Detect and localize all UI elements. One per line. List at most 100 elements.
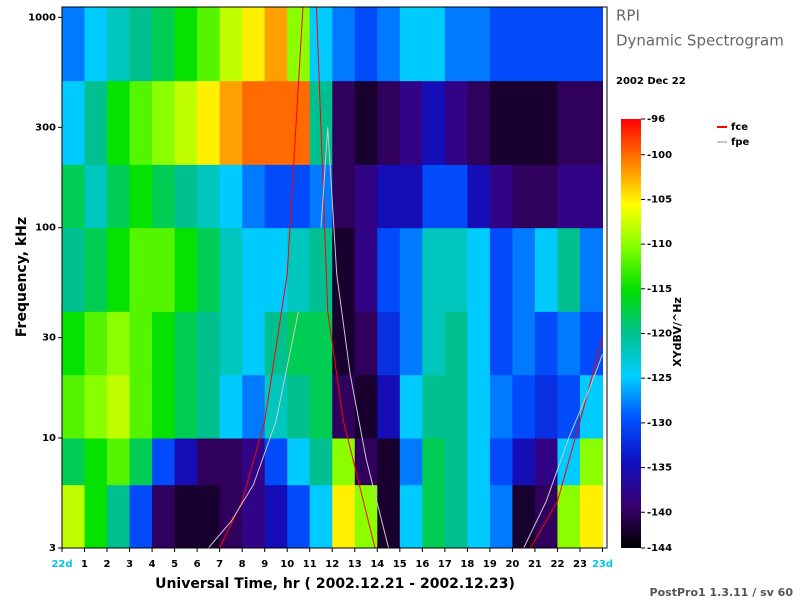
heatmap-cell (377, 484, 401, 548)
heatmap-cell (354, 484, 378, 548)
heatmap-cell (512, 484, 536, 548)
heatmap-cell (534, 164, 558, 229)
heatmap-cell (107, 164, 131, 229)
heatmap-cell (534, 7, 558, 82)
heatmap-cell (219, 374, 243, 439)
heatmap-cell (264, 374, 288, 439)
heatmap-cell (287, 374, 311, 439)
heatmap-cell (309, 374, 333, 439)
colorbar-tick-label: -105 (647, 194, 672, 205)
heatmap-cell (422, 484, 446, 548)
heatmap-cell (399, 438, 423, 486)
heatmap-cell (467, 374, 491, 439)
heatmap-cell (129, 7, 153, 82)
heatmap-cell (422, 7, 446, 82)
colorbar-tick-label: -140 (647, 507, 672, 518)
heatmap-cell (444, 438, 468, 486)
heatmap-cell (287, 80, 311, 165)
y-tick-label: 30 (42, 333, 56, 344)
heatmap-cell (579, 438, 603, 486)
heatmap-cell (399, 227, 423, 312)
heatmap-cell (444, 311, 468, 376)
heatmap-cell (332, 374, 356, 439)
heatmap-cell (152, 227, 176, 312)
x-tick-label: 23 (573, 559, 587, 570)
heatmap-cell (152, 311, 176, 376)
heatmap-cell (152, 7, 176, 82)
heatmap-cell (377, 227, 401, 312)
heatmap-cell (332, 80, 356, 165)
heatmap-cell (174, 227, 198, 312)
heatmap-cell (332, 438, 356, 486)
heatmap-cell (579, 374, 603, 439)
heatmap-cell (534, 374, 558, 439)
heatmap-cell (534, 227, 558, 312)
heatmap-cell (287, 7, 311, 82)
x-axis-label: Universal Time, hr ( 2002.12.21 - 2002.1… (155, 576, 515, 592)
heatmap-cell (107, 80, 131, 165)
x-tick-label: 8 (239, 559, 246, 570)
x-tick-label: 1 (81, 559, 88, 570)
heatmap-cell (107, 484, 131, 548)
heatmap-cell (557, 311, 581, 376)
heatmap-cell (264, 438, 288, 486)
y-axis-label: Frequency, kHz (14, 217, 30, 337)
colorbar-tick-label: -135 (647, 463, 672, 474)
heatmap-cell (84, 311, 108, 376)
heatmap-cell (107, 374, 131, 439)
x-tick-label: 10 (280, 559, 294, 570)
heatmap-cell (219, 227, 243, 312)
x-tick-label: 18 (460, 559, 474, 570)
heatmap-cell (219, 438, 243, 486)
heatmap-cell (422, 164, 446, 229)
heatmap-cell (129, 80, 153, 165)
heatmap-cell (309, 227, 333, 312)
heatmap-cell (309, 484, 333, 548)
heatmap-cell (579, 80, 603, 165)
series-line (208, 127, 603, 548)
heatmap-cell (84, 374, 108, 439)
heatmap-cell (197, 484, 221, 548)
heatmap-cell (467, 80, 491, 165)
heatmap-cell (377, 438, 401, 486)
heatmap-cell (84, 80, 108, 165)
heatmap-cell (512, 311, 536, 376)
x-tick-label: 12 (325, 559, 339, 570)
subtitle: Dynamic Spectrogram (616, 32, 784, 50)
heatmap-cell (219, 484, 243, 548)
heatmap-cell (107, 438, 131, 486)
heatmap-cell (512, 438, 536, 486)
heatmap-cell (512, 164, 536, 229)
heatmap-cell (444, 7, 468, 82)
heatmap-cell (557, 374, 581, 439)
heatmap-cell (354, 164, 378, 229)
heatmap-cell (174, 80, 198, 165)
heatmap-cell (129, 164, 153, 229)
heatmap-cell (129, 484, 153, 548)
legend-label: fpe (731, 137, 750, 148)
x-tick-label: 11 (303, 559, 317, 570)
colorbar-tick-label: -110 (647, 239, 672, 250)
heatmap-cell (242, 484, 266, 548)
heatmap-cell (219, 311, 243, 376)
x-tick-label: 15 (393, 559, 407, 570)
heatmap-cell (399, 484, 423, 548)
heatmap-cell (62, 7, 86, 82)
footer: PostPro1 1.3.11 / sv 60 (650, 586, 794, 599)
heatmap-cell (107, 311, 131, 376)
heatmap-cell (489, 374, 513, 439)
heatmap-cell (557, 80, 581, 165)
heatmap-cell (62, 227, 86, 312)
heatmap-cell (512, 7, 536, 82)
heatmap-cell (467, 164, 491, 229)
x-tick-label: 5 (171, 559, 178, 570)
x-tick-label: 6 (194, 559, 201, 570)
heatmap-cell (197, 7, 221, 82)
heatmap-cell (129, 374, 153, 439)
heatmap-cell (264, 7, 288, 82)
heatmap-cell (309, 438, 333, 486)
x-tick-label: 21 (528, 559, 542, 570)
heatmap-cell (174, 438, 198, 486)
heatmap-cell (62, 374, 86, 439)
